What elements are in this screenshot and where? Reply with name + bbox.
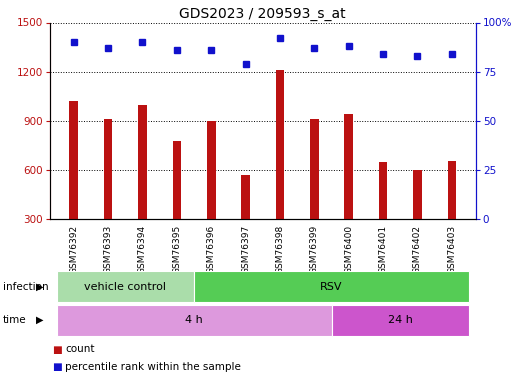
Bar bbox=[173, 141, 181, 219]
Bar bbox=[207, 121, 215, 219]
Text: GSM76395: GSM76395 bbox=[173, 225, 181, 274]
Bar bbox=[241, 175, 250, 219]
Bar bbox=[70, 101, 78, 219]
Text: time: time bbox=[3, 315, 26, 325]
Text: GSM76400: GSM76400 bbox=[344, 225, 353, 274]
Bar bbox=[138, 105, 147, 219]
Bar bbox=[448, 161, 456, 219]
Text: ■: ■ bbox=[52, 345, 62, 354]
Text: GSM76402: GSM76402 bbox=[413, 225, 422, 274]
Text: GSM76399: GSM76399 bbox=[310, 225, 319, 274]
Text: GSM76403: GSM76403 bbox=[447, 225, 457, 274]
Text: GSM76393: GSM76393 bbox=[104, 225, 112, 274]
Text: GSM76392: GSM76392 bbox=[69, 225, 78, 274]
Bar bbox=[276, 70, 285, 219]
Text: infection: infection bbox=[3, 282, 48, 291]
Bar bbox=[332, 305, 469, 336]
Title: GDS2023 / 209593_s_at: GDS2023 / 209593_s_at bbox=[179, 8, 346, 21]
Text: GSM76401: GSM76401 bbox=[379, 225, 388, 274]
Bar bbox=[413, 170, 422, 219]
Bar bbox=[345, 114, 353, 219]
Text: count: count bbox=[65, 345, 95, 354]
Text: ▶: ▶ bbox=[36, 315, 43, 325]
Text: GSM76396: GSM76396 bbox=[207, 225, 216, 274]
Text: RSV: RSV bbox=[320, 282, 343, 291]
Text: GSM76394: GSM76394 bbox=[138, 225, 147, 274]
Text: GSM76398: GSM76398 bbox=[276, 225, 285, 274]
Text: vehicle control: vehicle control bbox=[84, 282, 166, 291]
Bar bbox=[56, 271, 194, 302]
Bar bbox=[104, 119, 112, 219]
Bar bbox=[310, 119, 319, 219]
Bar bbox=[56, 305, 332, 336]
Bar bbox=[194, 271, 469, 302]
Text: GSM76397: GSM76397 bbox=[241, 225, 250, 274]
Bar bbox=[379, 162, 388, 219]
Text: percentile rank within the sample: percentile rank within the sample bbox=[65, 362, 241, 372]
Text: ▶: ▶ bbox=[36, 282, 43, 291]
Text: 24 h: 24 h bbox=[388, 315, 413, 325]
Text: ■: ■ bbox=[52, 362, 62, 372]
Text: 4 h: 4 h bbox=[185, 315, 203, 325]
